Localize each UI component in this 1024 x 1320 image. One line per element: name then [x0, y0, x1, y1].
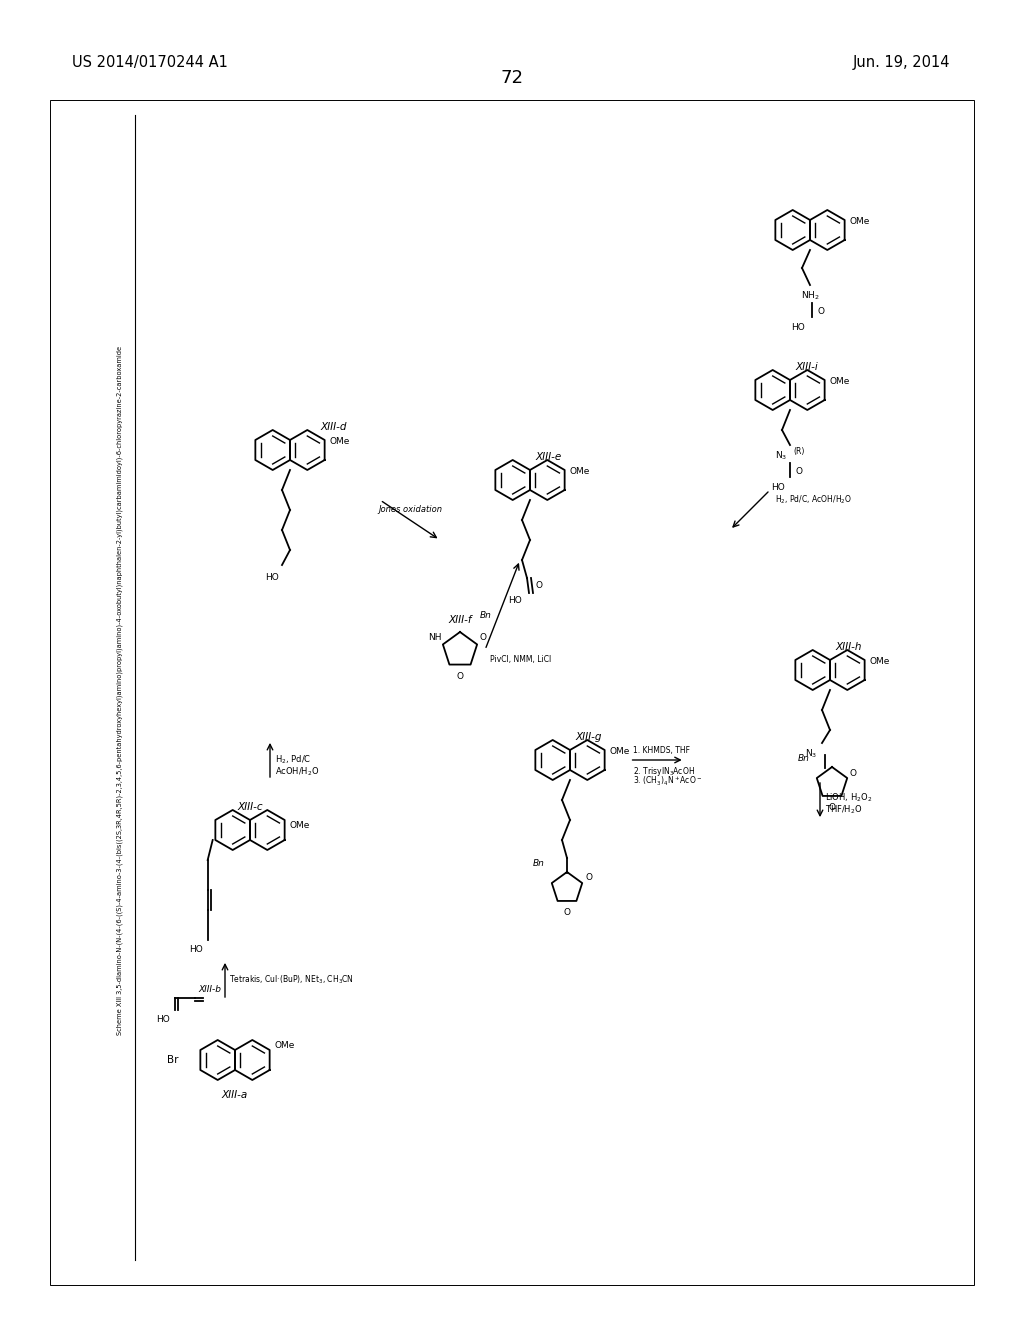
Text: O: O	[828, 803, 836, 812]
Text: OMe: OMe	[274, 1040, 295, 1049]
Text: XIII-e: XIII-e	[535, 451, 561, 462]
Text: HO: HO	[189, 945, 203, 954]
Text: O: O	[457, 672, 464, 681]
Text: Bn: Bn	[534, 859, 545, 869]
Text: OMe: OMe	[290, 821, 309, 829]
Text: US 2014/0170244 A1: US 2014/0170244 A1	[72, 54, 228, 70]
Text: HO: HO	[265, 573, 279, 582]
Text: HO: HO	[771, 483, 785, 492]
Text: XIII-c: XIII-c	[238, 803, 263, 812]
Text: 3. (CH$_3$)$_4$N$^+$AcO$^-$: 3. (CH$_3$)$_4$N$^+$AcO$^-$	[633, 775, 701, 788]
Text: LiOH, H$_2$O$_2$: LiOH, H$_2$O$_2$	[825, 792, 872, 804]
Text: Bn: Bn	[480, 611, 492, 620]
Text: PivCl, NMM, LiCl: PivCl, NMM, LiCl	[490, 655, 551, 664]
Text: O: O	[563, 908, 570, 917]
Text: XIII-b: XIII-b	[198, 986, 221, 994]
Text: N$_3$: N$_3$	[805, 748, 817, 760]
Text: Tetrakis, CuI·(BuP), NEt$_3$, CH$_3$CN: Tetrakis, CuI·(BuP), NEt$_3$, CH$_3$CN	[229, 974, 354, 986]
Text: XIII-g: XIII-g	[575, 733, 601, 742]
Text: HO: HO	[508, 597, 522, 605]
Text: NH: NH	[428, 634, 442, 643]
Text: 72: 72	[501, 69, 523, 87]
Text: OMe: OMe	[869, 657, 890, 667]
Text: XIII-f: XIII-f	[449, 615, 472, 624]
Text: XIII-i: XIII-i	[795, 362, 818, 372]
Text: H$_2$, Pd/C, AcOH/H$_2$O: H$_2$, Pd/C, AcOH/H$_2$O	[775, 494, 852, 507]
Text: NH$_2$: NH$_2$	[801, 290, 819, 302]
Text: O: O	[818, 306, 825, 315]
Text: O: O	[795, 466, 802, 475]
Text: O: O	[535, 582, 542, 590]
Text: XIII-h: XIII-h	[835, 642, 861, 652]
Text: Scheme XIII 3,5-diamino-N-(N-(4-(6-((S)-4-amino-3-(4-(bis((2S,3R,4R,5R)-2,3,4,5,: Scheme XIII 3,5-diamino-N-(N-(4-(6-((S)-…	[117, 346, 123, 1035]
Text: N$_3$: N$_3$	[775, 450, 787, 462]
Text: H$_2$, Pd/C: H$_2$, Pd/C	[275, 754, 311, 766]
Text: HO: HO	[792, 323, 805, 333]
Text: Bn: Bn	[798, 754, 810, 763]
Text: OMe: OMe	[569, 467, 590, 477]
Text: AcOH/H$_2$O: AcOH/H$_2$O	[275, 766, 319, 779]
Text: HO: HO	[157, 1015, 170, 1024]
Text: O: O	[480, 634, 487, 643]
Bar	[50, 100, 974, 1284]
Text: O: O	[585, 874, 592, 883]
Text: 2. TrisylN$_3$AcOH: 2. TrisylN$_3$AcOH	[633, 766, 694, 777]
Text: OMe: OMe	[849, 218, 869, 227]
Text: OMe: OMe	[829, 378, 850, 387]
Text: OMe: OMe	[609, 747, 630, 756]
Text: Jun. 19, 2014: Jun. 19, 2014	[853, 54, 950, 70]
Text: XIII-a: XIII-a	[222, 1090, 248, 1100]
Text: Br: Br	[167, 1055, 178, 1065]
Text: 1. KHMDS, THF: 1. KHMDS, THF	[633, 746, 689, 755]
Text: Jones oxidation: Jones oxidation	[378, 506, 442, 515]
Text: THF/H$_2$O: THF/H$_2$O	[825, 804, 862, 816]
Text: XIII-d: XIII-d	[319, 422, 346, 432]
Text: OMe: OMe	[330, 437, 349, 446]
Text: O: O	[850, 768, 857, 777]
Text: (R): (R)	[793, 447, 805, 455]
